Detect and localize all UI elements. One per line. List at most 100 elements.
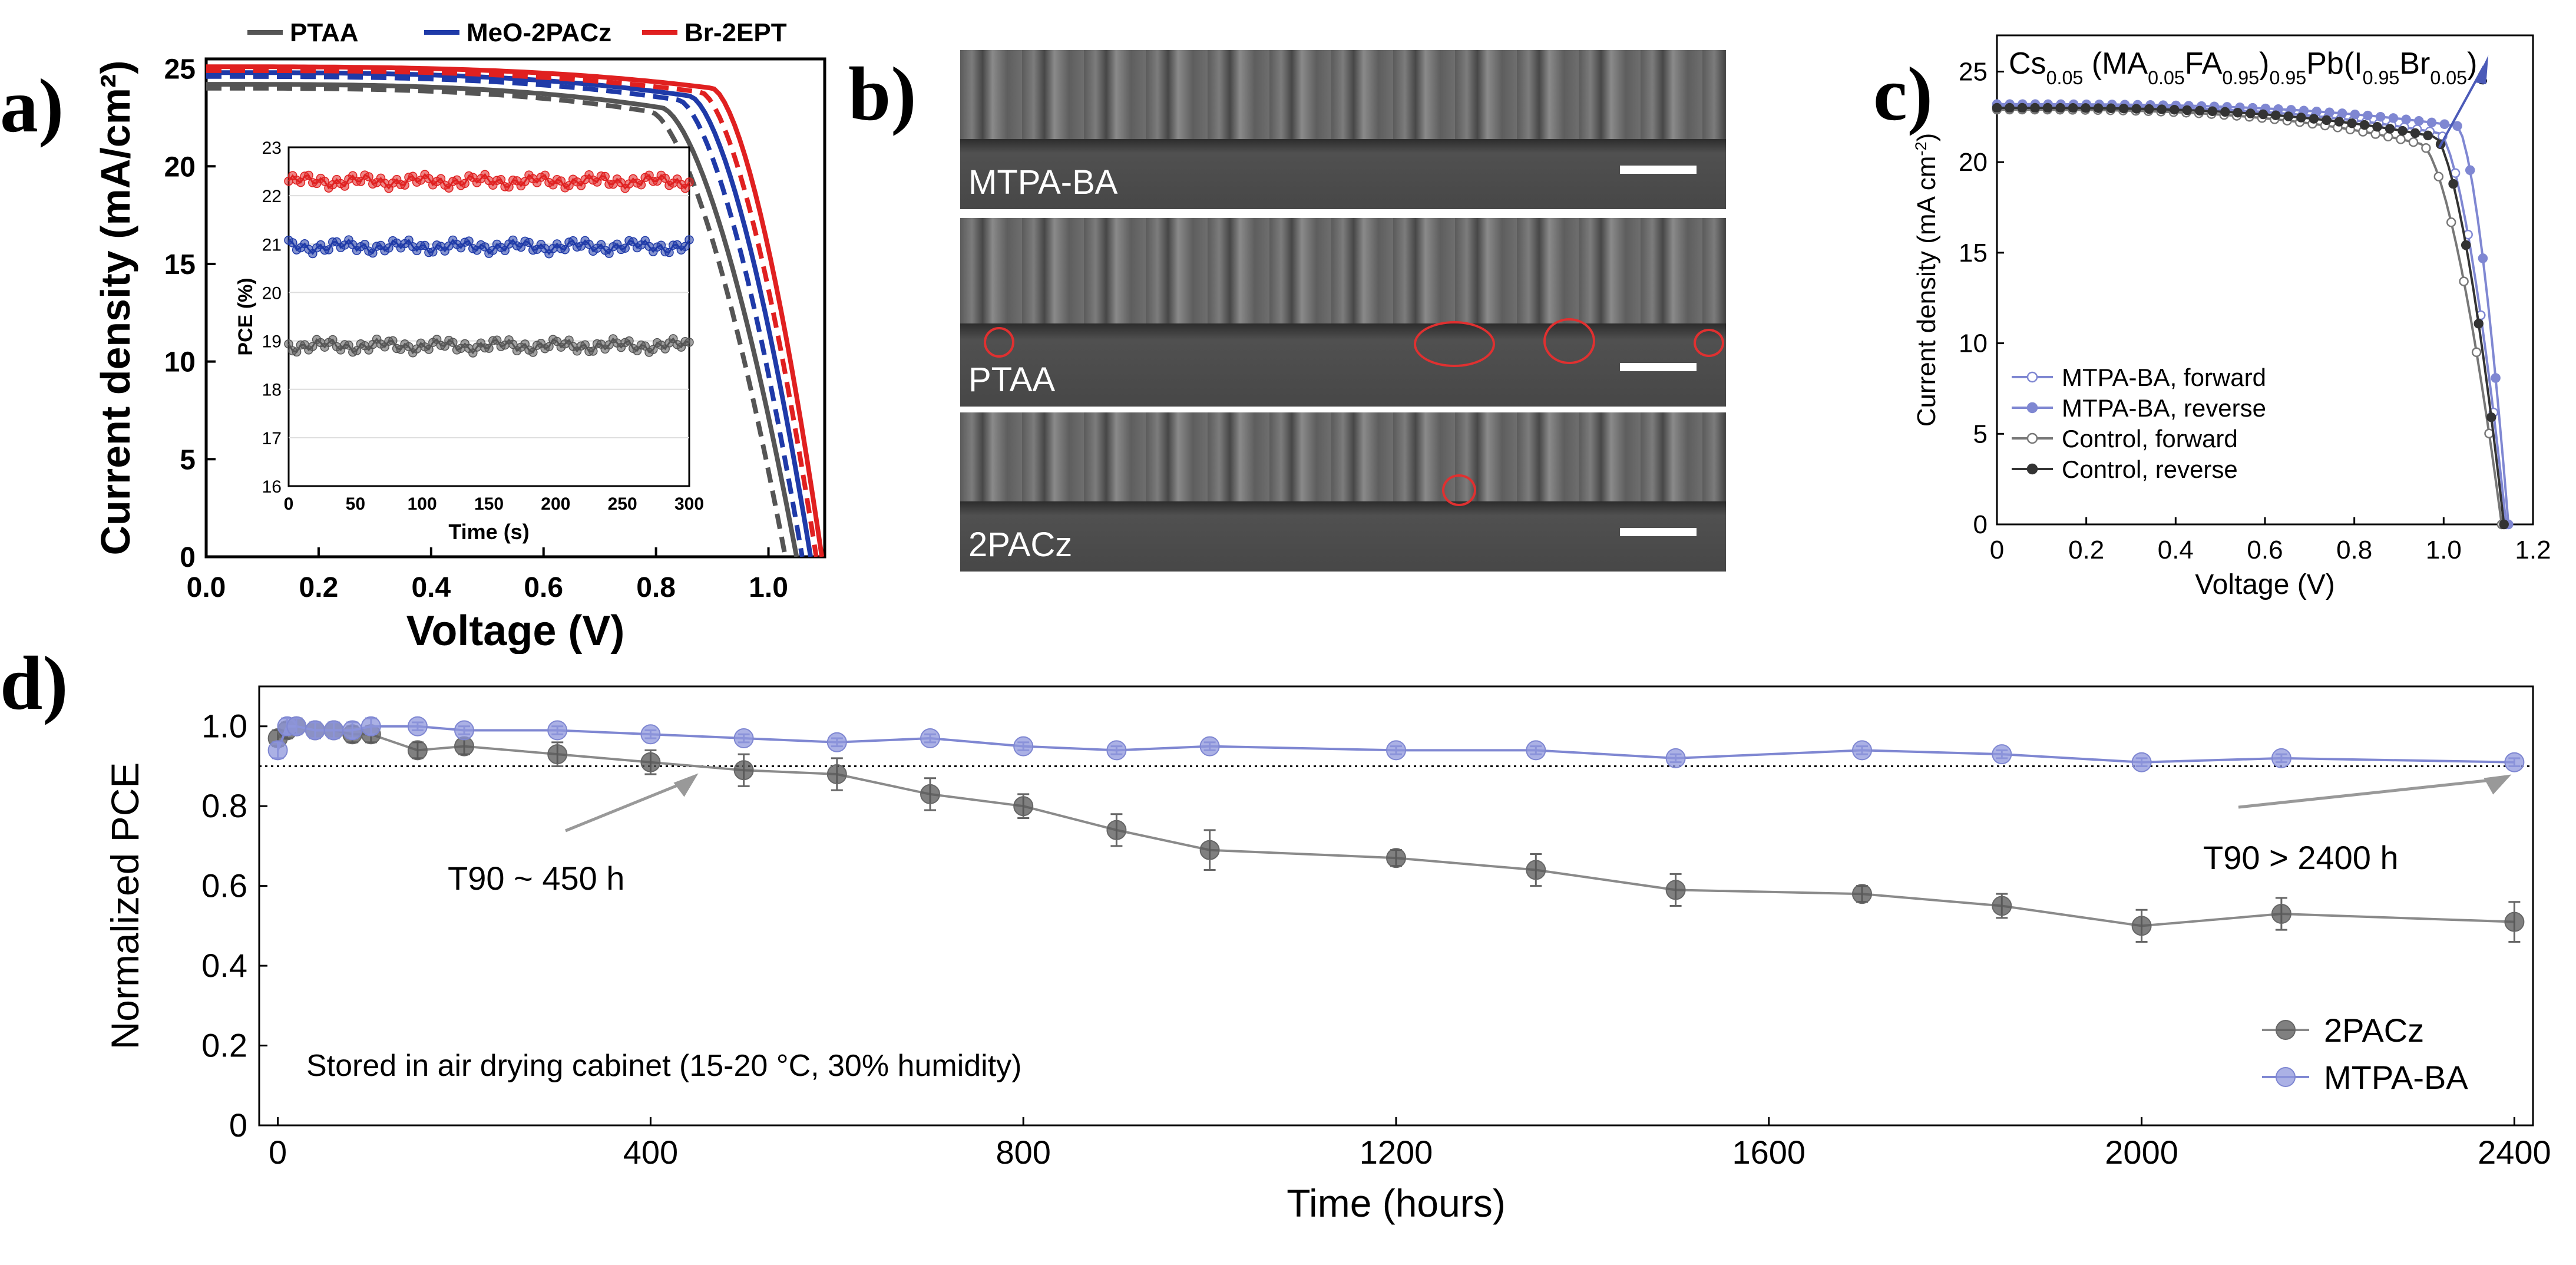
data-point	[454, 720, 474, 741]
inset-x-tick-label: 50	[346, 494, 365, 514]
x-tick-label: 1200	[1360, 1134, 1433, 1171]
data-point	[286, 716, 307, 736]
legend-marker	[2276, 1067, 2296, 1087]
legend-label: 2PACz	[2324, 1012, 2424, 1049]
data-point	[1526, 860, 1546, 880]
jv-marker	[2398, 125, 2408, 136]
data-point	[1992, 744, 2012, 765]
jv-marker	[2005, 103, 2015, 113]
jv-marker	[2363, 110, 2373, 121]
x-tick-label: 2000	[2105, 1134, 2178, 1171]
x-tick-label: 1.0	[749, 572, 788, 603]
inset-point	[304, 170, 313, 180]
y-tick-label: 15	[1959, 239, 1988, 267]
inset-point	[684, 177, 694, 187]
inset-y-axis-label: PCE (%)	[234, 278, 257, 355]
inset-point	[484, 344, 494, 353]
data-point	[1386, 740, 1406, 761]
chart-a-jv-curves: 0.0 0.2 0.4 0.6 0.8 1.0 0 5 10 15 20 25 Voltage (V) C…	[92, 18, 826, 654]
inset-point	[636, 180, 646, 190]
data-point	[1526, 740, 1546, 761]
y-tick-label: 25	[164, 54, 196, 85]
jv-marker	[2385, 124, 2395, 134]
inset-point	[649, 345, 658, 354]
sem-image-2pacz: 2PACz	[960, 412, 1726, 572]
jv-marker	[2131, 104, 2141, 114]
inset-point	[496, 175, 506, 184]
y-tick-label: 5	[180, 444, 196, 475]
void-marker	[1694, 329, 1724, 357]
inset-point	[584, 239, 594, 249]
inset-y-tick-label: 18	[262, 381, 282, 400]
chart-c-jv-curves: 0 0.2 0.4 0.6 0.8 1.0 1.2 0 5 10 15 20 25 Voltage (V)…	[1912, 34, 2551, 600]
legend-marker	[2276, 1020, 2296, 1040]
inset-point	[356, 177, 366, 186]
jv-marker	[2433, 171, 2444, 181]
inset-point	[448, 338, 458, 347]
data-point	[267, 740, 288, 761]
inset-point	[492, 335, 502, 345]
jv-marker	[2309, 114, 2319, 124]
data-point	[1199, 840, 1220, 860]
inset-point	[664, 247, 674, 257]
y-tick-label: 0.8	[201, 787, 247, 824]
jv-marker	[2169, 104, 2180, 115]
jv-marker	[1992, 103, 2002, 113]
inset-point	[480, 242, 490, 252]
data-point	[2504, 752, 2525, 772]
x-tick-label: 800	[996, 1134, 1050, 1171]
arrow-head	[673, 773, 699, 797]
x-tick-label: 0.4	[2158, 536, 2194, 564]
inset-point	[320, 177, 329, 186]
inset-y-tick-label: 16	[262, 477, 282, 497]
jv-marker	[2258, 109, 2269, 120]
inset-point	[656, 240, 666, 250]
sem-image-mtpa-ba: MTPA-BA	[960, 50, 1726, 209]
inset-point	[564, 181, 574, 190]
jv-marker	[2271, 110, 2281, 120]
jv-marker	[2324, 107, 2334, 117]
jv-marker	[2296, 113, 2306, 123]
inset-frame	[287, 146, 690, 487]
legend-label: MTPA-BA, forward	[2062, 364, 2266, 391]
inset-point	[520, 177, 530, 186]
inset-point	[684, 235, 694, 245]
inset-point	[580, 340, 590, 349]
jv-marker	[2106, 103, 2116, 114]
jv-marker	[2157, 104, 2167, 114]
y-tick-label: 0	[1973, 510, 1988, 539]
data-point	[1386, 848, 1406, 868]
inset-point	[500, 246, 510, 256]
inset-point	[504, 182, 514, 192]
inset-x-tick-label: 150	[474, 494, 504, 514]
sem-label-mtpa-ba: MTPA-BA	[968, 163, 1118, 202]
jv-marker	[2401, 114, 2411, 125]
jv-marker	[2426, 117, 2437, 128]
inset-x-tick-label: 100	[408, 494, 437, 514]
text-part: )	[2467, 47, 2477, 81]
jv-marker	[2421, 143, 2431, 153]
text-part: (MA	[2083, 47, 2148, 81]
inset-y-tick-label: 22	[262, 187, 282, 206]
y-tick-label: 20	[1959, 148, 1988, 177]
y-tick-label: 1.0	[201, 708, 247, 745]
data-point	[1992, 896, 2012, 916]
inset-y-tick-label: 23	[262, 138, 282, 158]
inset-point	[508, 339, 518, 349]
jv-marker	[2396, 134, 2406, 144]
inset-x-tick-label: 200	[541, 494, 570, 514]
y-axis-label: Current density (mA cm-2)	[1912, 133, 1942, 427]
x-tick-label: 0	[269, 1134, 287, 1171]
y-tick-label: 0	[229, 1107, 247, 1144]
x-tick-label: 0	[1990, 536, 2004, 564]
data-point	[1013, 796, 1034, 817]
data-point	[2271, 748, 2291, 768]
y-tick-label: 10	[1959, 329, 1988, 358]
jv-marker	[2093, 103, 2104, 113]
inset-point	[340, 181, 349, 191]
x-tick-label: 2400	[2478, 1134, 2551, 1171]
chart-d-stability: 0 400 800 1200 1600 2000 2400 0 0.2 0.4 0.6 0.8 1.0 T…	[103, 685, 2551, 1225]
y-tick-label: 0.4	[201, 947, 247, 984]
x-tick-label: 1.2	[2515, 536, 2551, 564]
jv-curve	[206, 68, 819, 557]
